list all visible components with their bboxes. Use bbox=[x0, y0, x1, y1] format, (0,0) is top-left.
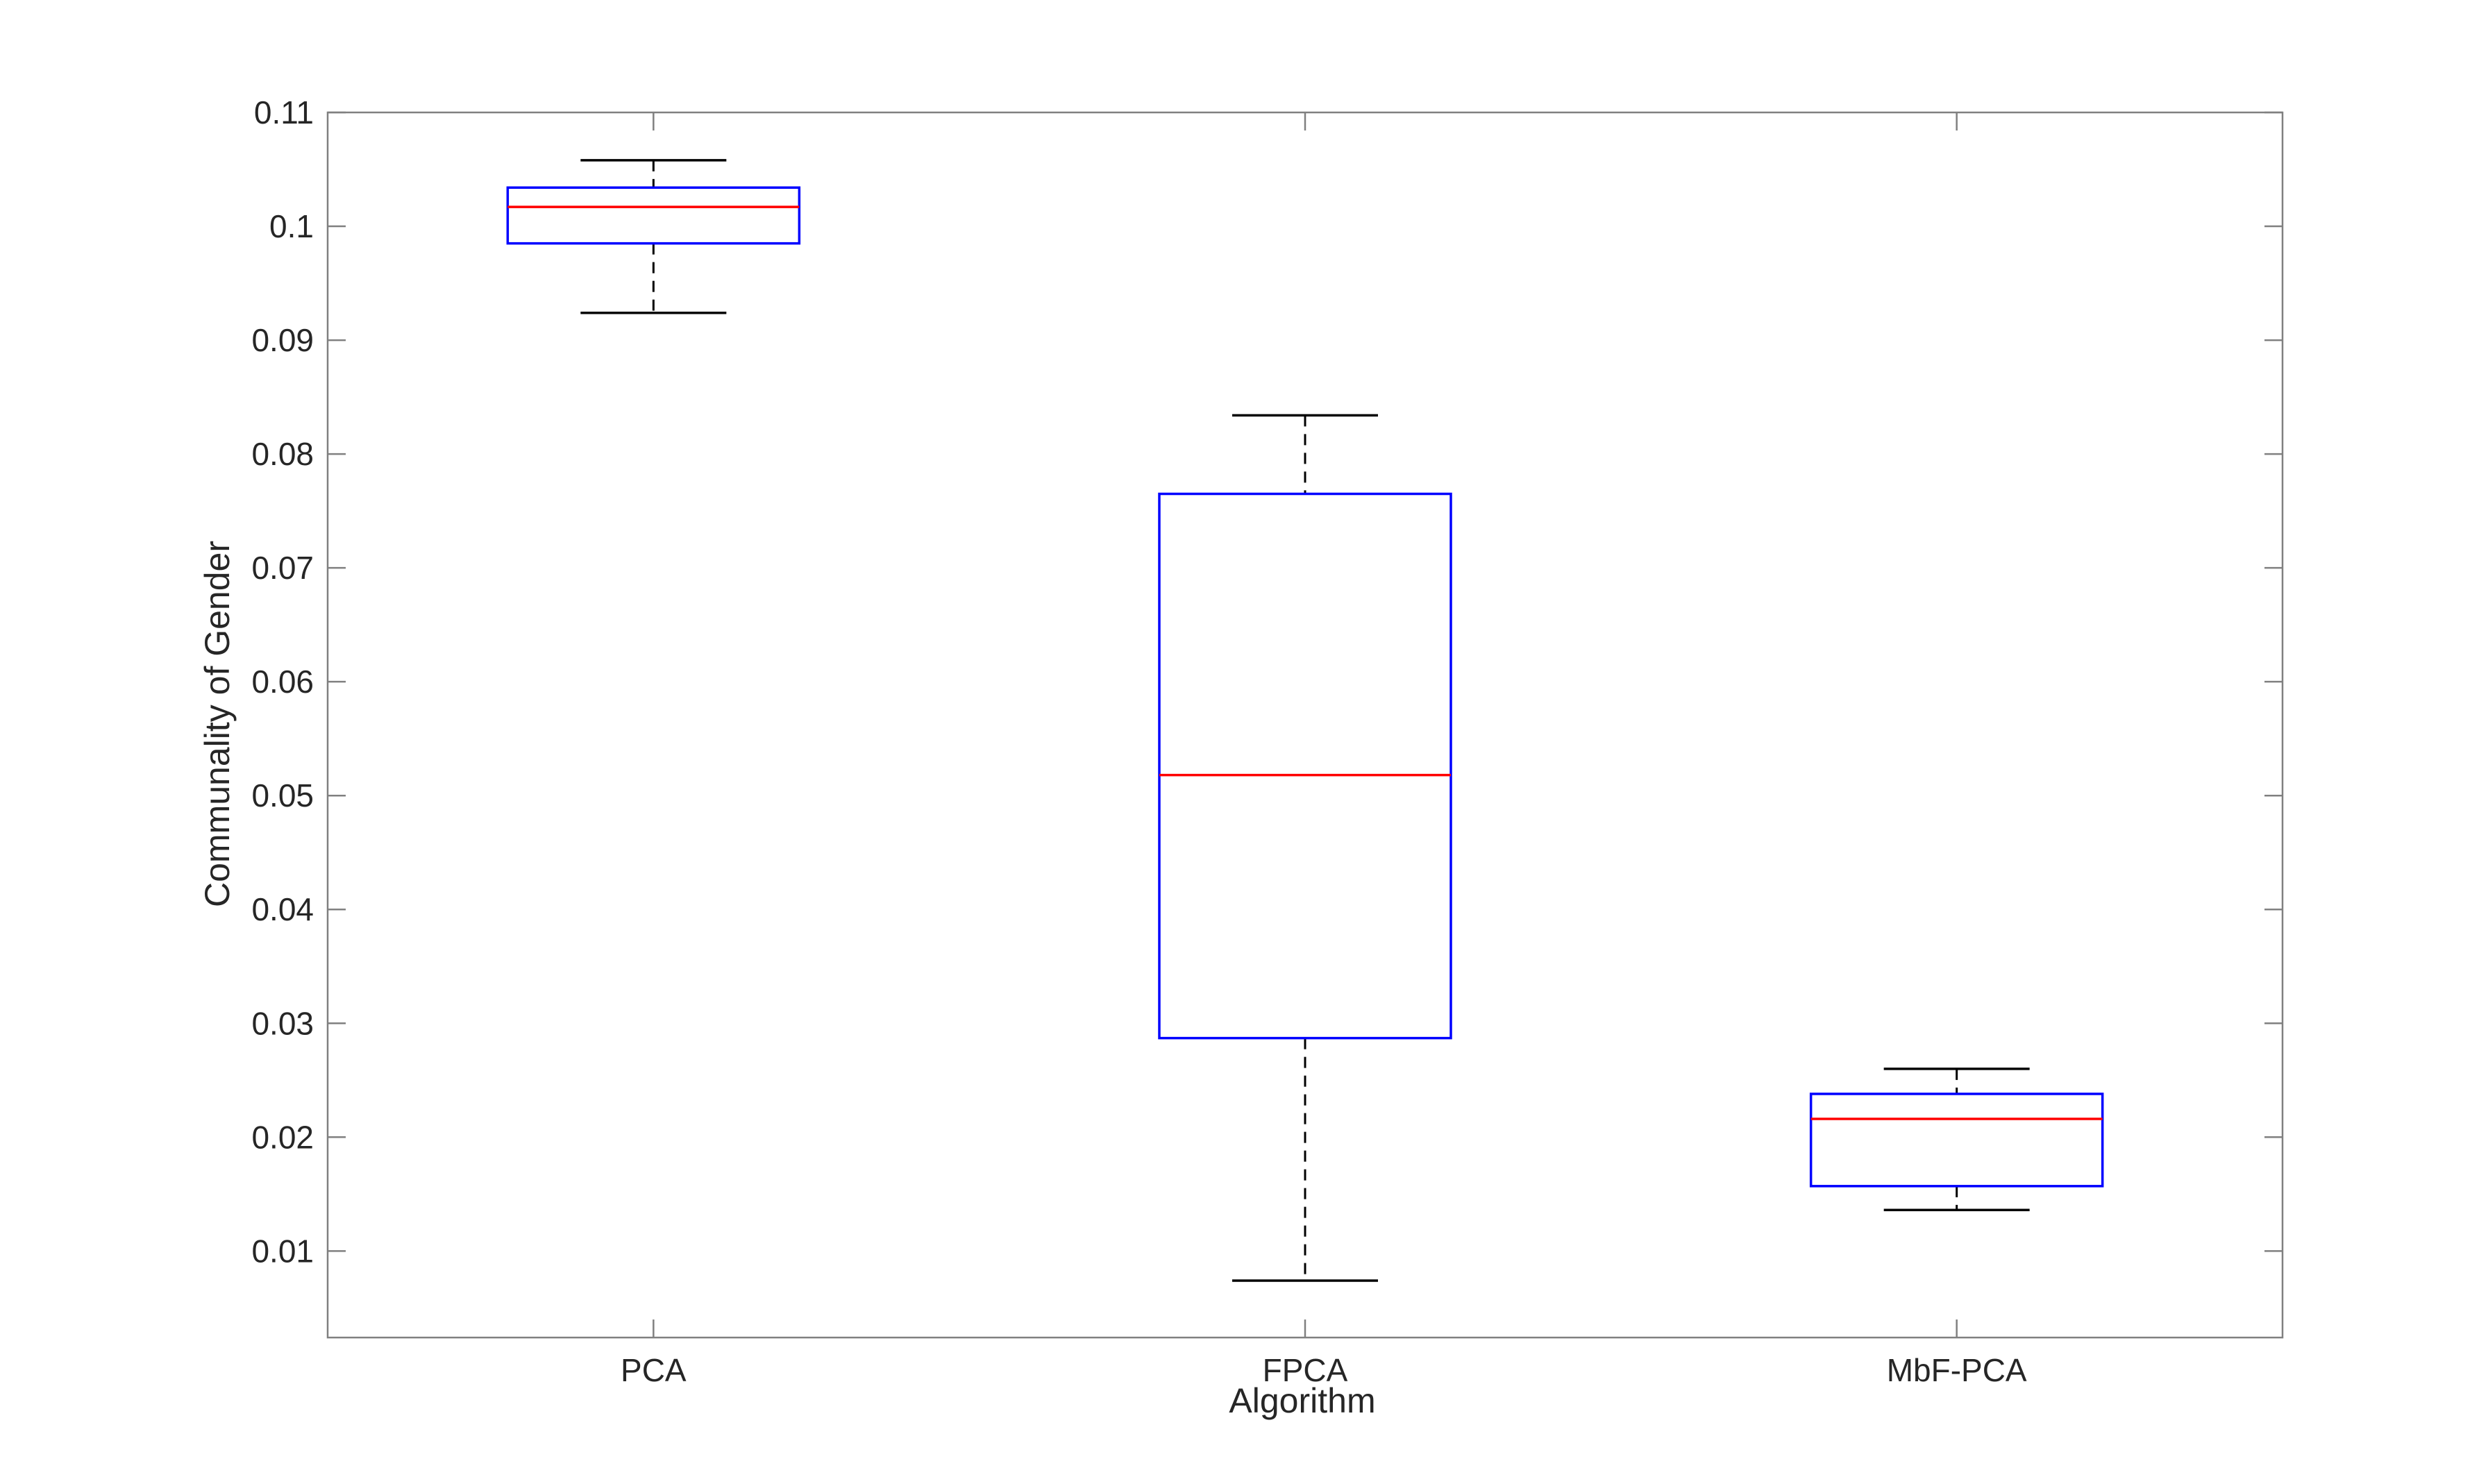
y-tick-label: 0.11 bbox=[254, 94, 314, 130]
box-pca bbox=[506, 159, 801, 314]
y-tick-label: 0.09 bbox=[251, 322, 314, 358]
box-mbf-pca bbox=[1809, 1068, 2104, 1212]
x-tick-label: PCA bbox=[621, 1352, 687, 1388]
y-tick-label: 0.05 bbox=[251, 777, 314, 813]
y-tick-label: 0.01 bbox=[251, 1233, 314, 1269]
y-tick-label: 0.02 bbox=[251, 1119, 314, 1155]
y-tick-label: 0.08 bbox=[251, 436, 314, 472]
x-tick-label: FPCA bbox=[1263, 1352, 1348, 1388]
x-tick-label: MbF-PCA bbox=[1887, 1352, 2027, 1388]
y-tick-label: 0.07 bbox=[251, 550, 314, 586]
boxes-layer bbox=[506, 159, 2104, 1282]
y-tick-label: 0.1 bbox=[269, 208, 314, 244]
y-tick-label: 0.03 bbox=[251, 1005, 314, 1041]
y-tick-label: 0.06 bbox=[251, 664, 314, 700]
interquartile-box bbox=[1158, 492, 1452, 1040]
y-axis-ticks: 0.01 0.02 0.03 0.04 0.05 0.06 0.07 0.08 0.09 0.1 0… bbox=[251, 94, 2283, 1269]
interquartile-box bbox=[506, 186, 801, 245]
x-axis-label: Algorithm bbox=[1229, 1381, 1375, 1420]
y-axis-label: Communality of Gender bbox=[198, 541, 237, 907]
interquartile-box bbox=[1809, 1093, 2104, 1188]
x-axis-ticks: PCA FPCA MbF-PCA bbox=[621, 112, 2027, 1388]
box-fpca bbox=[1158, 414, 1452, 1282]
y-tick-label: 0.04 bbox=[251, 891, 314, 927]
